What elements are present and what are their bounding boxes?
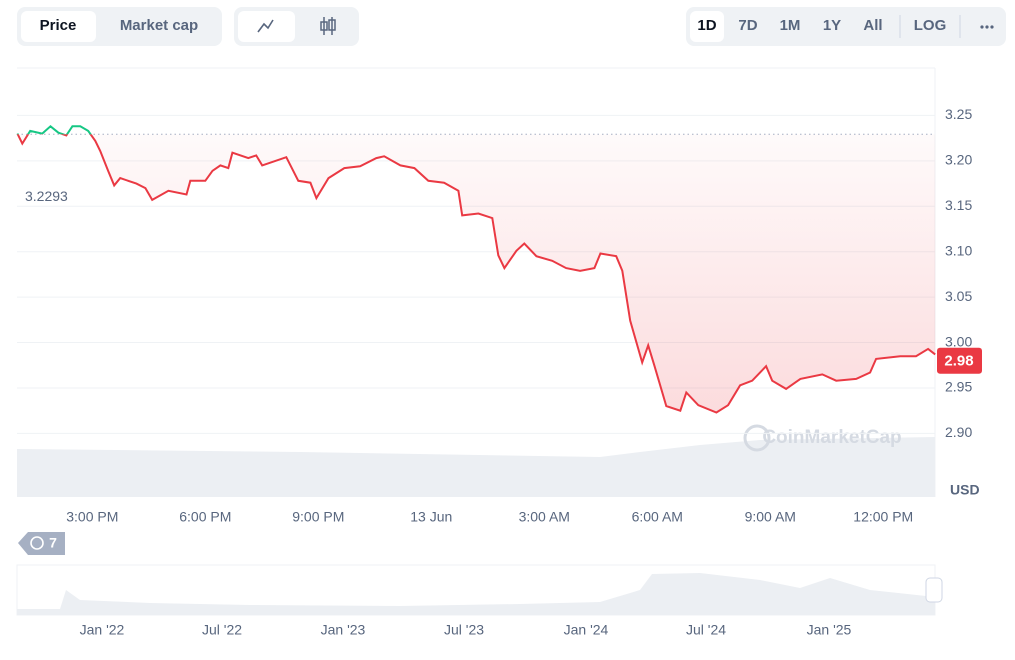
y-tick-label: 3.10: [945, 242, 972, 258]
price-area: [17, 134, 936, 413]
y-axis-label: USD: [950, 482, 980, 498]
y-tick-label: 3.25: [945, 106, 972, 122]
y-tick-label: 3.15: [945, 197, 972, 213]
events-badge[interactable]: [18, 532, 65, 555]
line-icon: [257, 19, 274, 33]
navigator-label: Jul '23: [444, 622, 484, 638]
candle-icon[interactable]: [320, 17, 336, 35]
price-line-down: [16, 134, 936, 414]
reference-label: 3.2293: [25, 188, 68, 204]
range-button[interactable]: 1M: [780, 17, 801, 34]
x-tick-label: 9:00 AM: [745, 509, 796, 525]
x-tick-label: 6:00 PM: [179, 509, 231, 525]
more-button[interactable]: [980, 25, 994, 29]
navigator-label: Jan '25: [807, 622, 852, 638]
navigator-label: Jul '24: [686, 622, 726, 638]
range-button[interactable]: All: [863, 17, 882, 34]
x-tick-label: 12:00 PM: [853, 509, 913, 525]
navigator-label: Jul '22: [202, 622, 242, 638]
y-tick-label: 2.90: [945, 424, 972, 440]
range-active: [690, 11, 724, 42]
range-button[interactable]: 7D: [738, 17, 757, 34]
navigator-label: Jan '23: [321, 622, 366, 638]
x-tick-label: 6:00 AM: [632, 509, 683, 525]
x-tick-label: 9:00 PM: [292, 509, 344, 525]
watermark-logo: [743, 424, 771, 452]
price-badge-label: 2.98: [944, 353, 973, 370]
x-tick-label: 3:00 PM: [66, 509, 118, 525]
tab-market-cap[interactable]: Market cap: [120, 17, 198, 34]
x-tick-label: 3:00 AM: [519, 509, 570, 525]
range-tabs: [686, 7, 1006, 46]
navigator-label: Jan '24: [564, 622, 609, 638]
events-count: 7: [49, 535, 57, 551]
tab-active: [21, 11, 96, 42]
x-tick-label: 13 Jun: [410, 509, 452, 525]
tab-price[interactable]: Price: [40, 17, 77, 34]
navigator-area: [17, 573, 935, 615]
volume-area: [17, 437, 935, 497]
price-badge: [937, 347, 982, 374]
navigator-label: Jan '22: [80, 622, 125, 638]
range-button[interactable]: 1Y: [823, 17, 841, 34]
y-tick-label: 3.20: [945, 152, 972, 168]
log-button[interactable]: LOG: [914, 17, 947, 34]
history-icon: [30, 536, 44, 550]
watermark: CoinMarketCap: [762, 427, 901, 448]
y-tick-label: 2.95: [945, 379, 972, 395]
navigator-handle[interactable]: [925, 577, 943, 603]
y-tick-label: 3.05: [945, 288, 972, 304]
y-tick-label: 3.00: [945, 333, 972, 349]
range-button[interactable]: 1D: [697, 17, 716, 34]
